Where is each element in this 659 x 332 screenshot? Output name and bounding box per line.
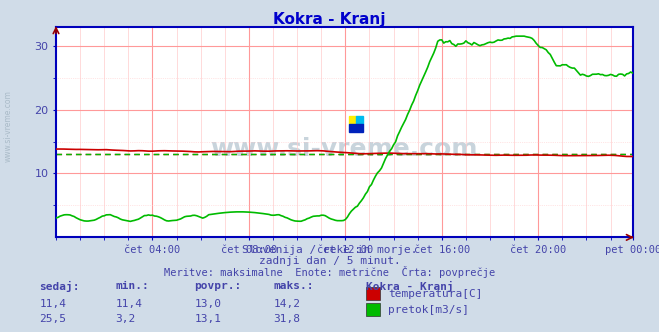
Text: 31,8: 31,8 (273, 314, 301, 324)
Text: min.:: min.: (115, 281, 149, 290)
Text: www.si-vreme.com: www.si-vreme.com (3, 90, 13, 162)
Text: pretok[m3/s]: pretok[m3/s] (388, 305, 469, 315)
Bar (356, 116, 363, 124)
Text: Slovenija / reke in morje.: Slovenija / reke in morje. (242, 245, 417, 255)
Text: 25,5: 25,5 (40, 314, 67, 324)
Text: 13,1: 13,1 (194, 314, 221, 324)
Text: www.si-vreme.com: www.si-vreme.com (211, 137, 478, 161)
Text: 11,4: 11,4 (115, 299, 142, 309)
Text: povpr.:: povpr.: (194, 281, 242, 290)
Text: temperatura[C]: temperatura[C] (388, 289, 482, 299)
Text: maks.:: maks.: (273, 281, 314, 290)
Text: Kokra - Kranj: Kokra - Kranj (366, 281, 453, 291)
Bar (349, 116, 356, 124)
Text: Meritve: maksimalne  Enote: metrične  Črta: povprečje: Meritve: maksimalne Enote: metrične Črta… (164, 266, 495, 278)
Text: zadnji dan / 5 minut.: zadnji dan / 5 minut. (258, 256, 401, 266)
Text: 3,2: 3,2 (115, 314, 136, 324)
Text: 14,2: 14,2 (273, 299, 301, 309)
Text: 13,0: 13,0 (194, 299, 221, 309)
Text: 11,4: 11,4 (40, 299, 67, 309)
Bar (349, 124, 363, 132)
Text: Kokra - Kranj: Kokra - Kranj (273, 12, 386, 27)
Text: sedaj:: sedaj: (40, 281, 80, 291)
